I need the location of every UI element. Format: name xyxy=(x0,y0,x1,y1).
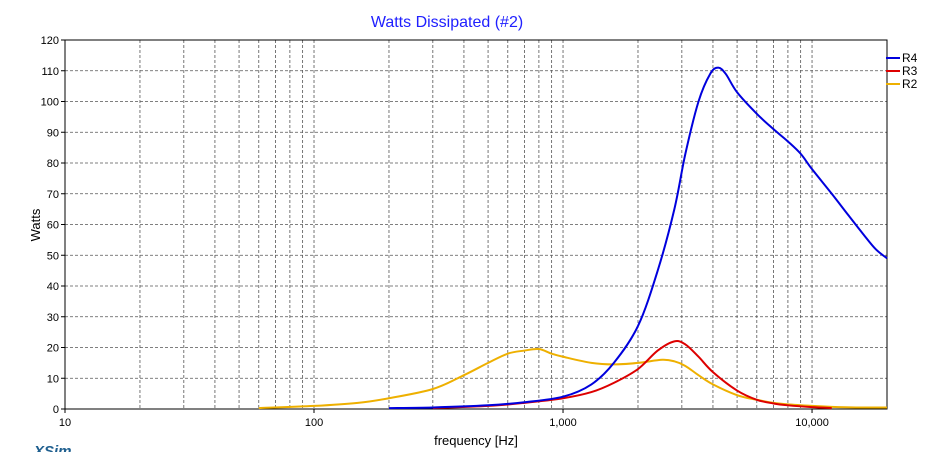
x-axis: 10 100 1,000 10,000 xyxy=(59,409,829,429)
y-tick-label: 100 xyxy=(41,97,59,109)
series-line-r3 xyxy=(432,340,832,410)
y-tick-label: 0 xyxy=(53,404,59,416)
y-tick-label: 120 xyxy=(41,35,59,47)
y-tick-label: 80 xyxy=(47,158,59,170)
y-tick-label: 10 xyxy=(47,373,59,385)
brand-logo: XSim xyxy=(33,443,72,452)
y-axis-label: Watts xyxy=(28,208,43,241)
y-tick-label: 110 xyxy=(41,66,59,78)
y-tick-label: 50 xyxy=(47,250,59,262)
grid xyxy=(65,40,887,409)
legend-label-r3: R3 xyxy=(902,64,918,78)
y-axis: 0 10 20 30 40 50 60 70 80 90 100 110 120 xyxy=(41,35,65,416)
series-lines xyxy=(258,66,888,410)
x-tick-label: 100 xyxy=(305,417,323,429)
x-tick-label: 10 xyxy=(59,417,71,429)
x-tick-label: 10,000 xyxy=(795,417,829,429)
y-tick-label: 60 xyxy=(47,220,59,232)
y-tick-label: 20 xyxy=(47,343,59,355)
y-tick-label: 40 xyxy=(47,281,59,293)
chart-title: Watts Dissipated (#2) xyxy=(371,14,523,31)
y-tick-label: 30 xyxy=(47,312,59,324)
x-axis-label: frequency [Hz] xyxy=(434,433,518,448)
y-tick-label: 90 xyxy=(47,127,59,139)
y-tick-label: 70 xyxy=(47,189,59,201)
legend-label-r2: R2 xyxy=(902,77,918,91)
x-tick-label: 1,000 xyxy=(549,417,577,429)
series-line-r4 xyxy=(388,66,888,410)
legend-label-r4: R4 xyxy=(902,51,918,65)
